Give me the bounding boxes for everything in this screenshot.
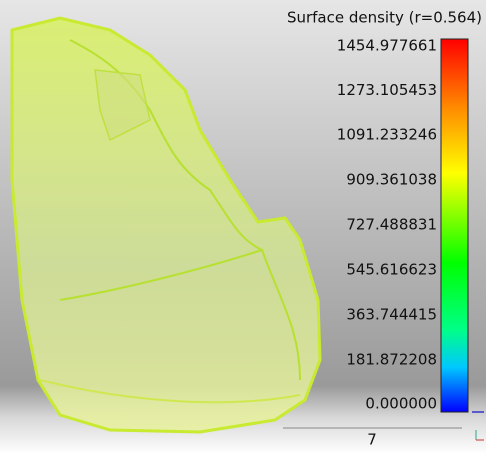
scale-bar-label: 7 [367,431,377,449]
scale-label: 0.000000 [365,395,437,413]
scale-label: 181.872208 [346,351,437,369]
scale-label: 909.361038 [346,171,437,189]
scale-label: 1273.105453 [337,81,437,99]
scale-label: 1091.233246 [337,126,437,144]
scale-title: Surface density (r=0.564) [287,9,482,27]
color-scale-bar [440,38,469,413]
scale-label: 545.616623 [346,261,437,279]
scale-label: 363.744415 [346,306,437,324]
scale-label: 1454.977661 [337,37,437,55]
scale-label: 727.488831 [346,216,437,234]
point-cloud [10,16,322,434]
axis-trihedron [472,411,484,441]
